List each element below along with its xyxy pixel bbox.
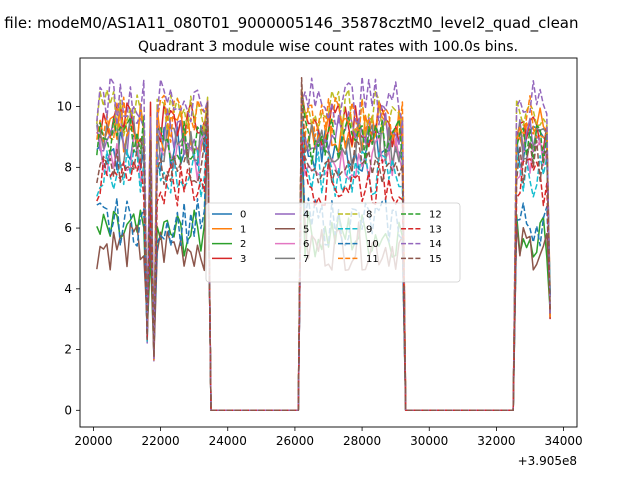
x-tick-label: 26000: [276, 434, 314, 448]
legend-label: 12: [429, 210, 442, 221]
x-axis: 20000 22000 24000 26000 28000 30000 32000 34000: [74, 427, 583, 448]
figure-suptitle: n file: modeM0/AS1A11_080T01_9000005146_…: [0, 14, 579, 33]
legend-label: 13: [429, 224, 442, 235]
legend-item-14: 14: [401, 239, 442, 250]
x-tick-label: 24000: [209, 434, 247, 448]
legend-item-2: 2: [212, 239, 246, 250]
legend-item-7: 7: [275, 254, 309, 265]
x-tick-label: 22000: [142, 434, 180, 448]
legend-label: 10: [366, 239, 379, 250]
x-tick-label: 32000: [477, 434, 515, 448]
x-tick-label: 30000: [410, 434, 448, 448]
y-tick-label: 4: [64, 282, 72, 296]
chart-title: Quadrant 3 module wise count rates with …: [138, 39, 518, 55]
legend-item-15: 15: [401, 254, 442, 265]
legend-label: 1: [240, 224, 246, 235]
legend-item-13: 13: [401, 224, 442, 235]
legend-label: 15: [429, 254, 442, 265]
legend-label: 4: [303, 210, 309, 221]
legend-label: 5: [303, 224, 309, 235]
axes-frame: [79, 57, 578, 428]
legend-item-8: 8: [338, 210, 372, 221]
legend-label: 2: [240, 239, 246, 250]
y-tick-label: 8: [64, 160, 72, 174]
legend-item-10: 10: [338, 239, 379, 250]
legend-label: 11: [366, 254, 379, 265]
series-line-13: [96, 123, 551, 412]
y-tick-label: 0: [64, 403, 72, 417]
legend-item-6: 6: [275, 239, 309, 250]
legend-label: 6: [303, 239, 309, 250]
y-axis: 0 2 4 6 8 10: [57, 100, 80, 417]
legend-label: 8: [366, 210, 372, 221]
legend-item-11: 11: [338, 254, 379, 265]
legend-item-3: 3: [212, 254, 246, 265]
x-offset-text: +3.905e8: [518, 454, 577, 468]
legend-item-12: 12: [401, 210, 442, 221]
legend-label: 9: [366, 224, 372, 235]
y-tick-label: 6: [64, 221, 72, 235]
legend-label: 3: [240, 254, 246, 265]
legend-label: 0: [240, 210, 246, 221]
legend-label: 7: [303, 254, 309, 265]
x-tick-label: 34000: [544, 434, 582, 448]
legend-label: 14: [429, 239, 442, 250]
legend-item-0: 0: [212, 210, 246, 221]
x-tick-label: 28000: [343, 434, 381, 448]
series-line-15: [96, 77, 551, 412]
y-tick-label: 2: [64, 343, 72, 357]
legend-item-1: 1: [212, 224, 246, 235]
x-tick-label: 20000: [74, 434, 112, 448]
legend-item-4: 4: [275, 210, 309, 221]
legend-frame: [205, 202, 461, 283]
legend-item-5: 5: [275, 224, 309, 235]
y-tick-label: 10: [57, 100, 72, 114]
legend-item-9: 9: [338, 224, 372, 235]
